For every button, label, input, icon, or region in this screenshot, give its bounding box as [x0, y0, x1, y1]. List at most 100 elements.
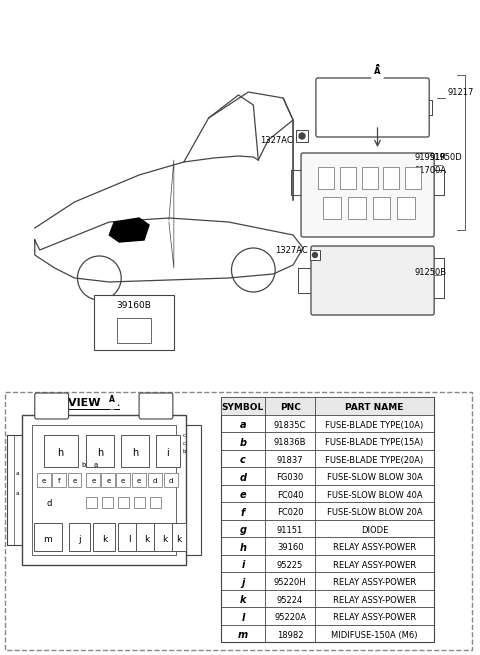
Text: m: m — [238, 630, 248, 640]
Bar — [101, 473, 115, 487]
Circle shape — [45, 399, 59, 413]
Text: e: e — [91, 478, 96, 484]
Text: 39160B: 39160B — [117, 301, 152, 310]
Bar — [52, 473, 66, 487]
Bar — [121, 435, 149, 467]
Text: 95225: 95225 — [277, 561, 303, 570]
Bar — [37, 473, 51, 487]
Text: a: a — [94, 462, 97, 468]
Bar — [136, 523, 158, 551]
Text: d: d — [168, 478, 173, 484]
Text: c: c — [183, 433, 186, 438]
Text: 18982: 18982 — [277, 631, 303, 640]
Text: 91250B: 91250B — [415, 268, 447, 277]
Polygon shape — [109, 218, 149, 242]
Text: a: a — [15, 471, 19, 476]
FancyBboxPatch shape — [316, 78, 429, 137]
Text: FUSE-SLOW BLOW 20A: FUSE-SLOW BLOW 20A — [327, 508, 422, 517]
Text: k: k — [240, 595, 246, 605]
Text: 91700A: 91700A — [415, 166, 447, 175]
Text: FUSE-BLADE TYPE(10A): FUSE-BLADE TYPE(10A) — [325, 421, 424, 430]
Text: b: b — [183, 449, 186, 454]
Text: RELAY ASSY-POWER: RELAY ASSY-POWER — [333, 543, 416, 552]
Text: e: e — [121, 478, 125, 484]
Text: l: l — [241, 612, 245, 623]
Text: h: h — [240, 543, 246, 553]
Bar — [150, 497, 161, 508]
Text: k: k — [144, 534, 150, 544]
Circle shape — [106, 397, 118, 409]
Text: FUSE-BLADE TYPE(15A): FUSE-BLADE TYPE(15A) — [325, 438, 424, 447]
Text: 95224: 95224 — [277, 596, 303, 605]
Text: m: m — [43, 534, 52, 544]
Text: e: e — [106, 478, 110, 484]
Text: FUSE-BLADE TYPE(20A): FUSE-BLADE TYPE(20A) — [325, 456, 424, 465]
Bar — [116, 473, 130, 487]
Bar — [32, 425, 176, 555]
FancyBboxPatch shape — [311, 246, 434, 315]
Text: 91217: 91217 — [447, 88, 473, 97]
Bar — [172, 523, 186, 551]
Bar — [318, 167, 334, 189]
Text: A: A — [374, 64, 381, 74]
Bar — [220, 397, 434, 642]
Text: j: j — [78, 534, 81, 544]
Text: 95220A: 95220A — [274, 613, 306, 622]
Circle shape — [149, 399, 163, 413]
Bar — [372, 197, 390, 219]
Text: a: a — [240, 421, 246, 430]
Text: e: e — [42, 478, 46, 484]
Text: e: e — [137, 478, 141, 484]
Bar — [132, 473, 146, 487]
Bar — [156, 435, 180, 467]
Text: SYMBOL: SYMBOL — [222, 403, 264, 412]
Bar — [86, 473, 100, 487]
Text: k: k — [176, 534, 181, 544]
Bar — [102, 497, 113, 508]
Text: 91837: 91837 — [277, 456, 303, 465]
Bar — [154, 523, 176, 551]
Text: d: d — [240, 473, 246, 483]
Text: 1327AC: 1327AC — [275, 246, 308, 255]
Text: RELAY ASSY-POWER: RELAY ASSY-POWER — [333, 561, 416, 570]
Bar — [94, 523, 115, 551]
Text: b: b — [240, 438, 246, 448]
Text: h: h — [97, 448, 104, 458]
Text: i: i — [167, 448, 169, 458]
Text: A: A — [109, 396, 115, 405]
Text: PNC: PNC — [280, 403, 300, 412]
Text: e: e — [240, 490, 246, 500]
Text: 39160: 39160 — [277, 543, 303, 552]
Text: g: g — [240, 525, 246, 535]
Bar — [310, 250, 320, 260]
Text: FUSE-SLOW BLOW 40A: FUSE-SLOW BLOW 40A — [327, 491, 422, 500]
Bar — [68, 473, 82, 487]
Bar — [22, 415, 186, 565]
Text: c: c — [183, 441, 186, 446]
Text: FC040: FC040 — [277, 491, 303, 500]
Circle shape — [312, 252, 317, 257]
Text: RELAY ASSY-POWER: RELAY ASSY-POWER — [333, 578, 416, 588]
Text: l: l — [128, 534, 131, 544]
Text: 91835C: 91835C — [274, 421, 306, 430]
Bar — [405, 167, 421, 189]
Text: 91950D: 91950D — [429, 153, 462, 162]
FancyBboxPatch shape — [139, 393, 173, 419]
Bar — [86, 497, 97, 508]
Bar — [117, 318, 151, 343]
Bar — [384, 167, 399, 189]
FancyBboxPatch shape — [301, 153, 434, 237]
Text: RELAY ASSY-POWER: RELAY ASSY-POWER — [333, 596, 416, 605]
Text: h: h — [58, 448, 64, 458]
Text: 91836B: 91836B — [274, 438, 306, 447]
Text: 95220H: 95220H — [274, 578, 306, 588]
Text: FUSE-SLOW BLOW 30A: FUSE-SLOW BLOW 30A — [327, 474, 422, 482]
Text: A: A — [374, 67, 381, 75]
Bar — [148, 473, 162, 487]
Text: PART NAME: PART NAME — [345, 403, 404, 412]
Bar — [34, 523, 61, 551]
Text: VIEW: VIEW — [68, 398, 104, 408]
Bar — [134, 497, 145, 508]
Text: DIODE: DIODE — [361, 526, 388, 534]
Bar — [323, 197, 341, 219]
